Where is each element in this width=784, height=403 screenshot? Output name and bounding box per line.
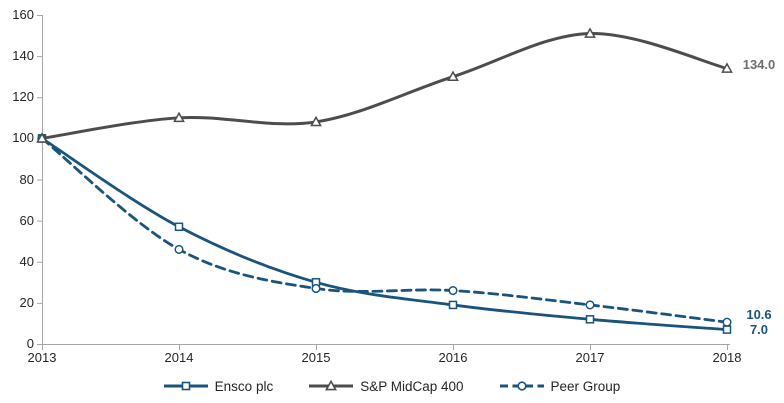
legend-label: S&P MidCap 400 [360, 378, 464, 394]
x-axis-label: 2017 [575, 350, 605, 365]
triangle-marker-icon [721, 62, 733, 73]
series-line-ensco-plc [40, 136, 729, 332]
series-line-peer-group [40, 136, 729, 324]
y-axis-label: 80 [19, 171, 34, 187]
y-axis-label: 60 [19, 212, 34, 228]
circle-marker-icon [722, 317, 732, 327]
end-label-ensco-plc: 7.0 [749, 321, 769, 337]
legend-item-ensco-plc: Ensco plc [163, 378, 274, 394]
y-axis-label: 40 [19, 253, 34, 269]
circle-marker-icon [585, 300, 595, 310]
triangle-marker-icon [173, 111, 185, 123]
square-marker-icon [585, 315, 595, 324]
square-marker-icon [722, 325, 732, 334]
circle-marker-icon [311, 283, 321, 294]
x-axis-label: 2013 [27, 350, 57, 365]
square-marker-icon [181, 381, 190, 391]
triangle-marker-icon [310, 115, 322, 127]
triangle-marker-icon [36, 132, 48, 143]
series-sp-midcap-400 [36, 27, 733, 143]
legend-item-peer-group: Peer Group [499, 378, 621, 394]
x-axis-label: 2015 [301, 350, 331, 365]
square-marker-icon [174, 222, 184, 232]
y-axis-label: 20 [19, 294, 34, 310]
end-label-peer-group: 10.6 [746, 307, 772, 323]
x-axis-label: 2018 [712, 350, 742, 365]
legend-label: Peer Group [550, 378, 621, 394]
end-label-sp-midcap-400: 134.0 [742, 57, 776, 73]
x-axis-label: 2014 [164, 350, 194, 365]
circle-marker-icon [516, 381, 527, 391]
legend-swatch-icon [309, 379, 354, 391]
circle-marker-icon [174, 244, 184, 254]
y-axis-label: 120 [12, 89, 34, 105]
square-marker-icon [448, 300, 458, 310]
chart-legend: Ensco plc S&P MidCap 400 Peer Group [0, 375, 784, 397]
y-axis-label: 100 [12, 130, 34, 146]
y-axis-label: 160 [12, 7, 34, 22]
legend-swatch-icon [163, 381, 208, 391]
triangle-marker-icon [447, 70, 459, 82]
series-ensco-plc [37, 134, 732, 334]
y-axis-label: 140 [12, 48, 34, 64]
legend-label: Ensco plc [214, 378, 274, 394]
triangle-marker-icon [584, 27, 596, 38]
legend-item-sp-midcap-400: S&P MidCap 400 [309, 378, 464, 394]
circle-marker-icon [448, 285, 458, 296]
legend-swatch-icon [499, 381, 544, 391]
series-line-sp-midcap-400 [40, 32, 729, 140]
x-axis-label: 2016 [438, 350, 468, 365]
y-axis-label: 0 [26, 336, 34, 351]
triangle-marker-icon [325, 379, 338, 391]
